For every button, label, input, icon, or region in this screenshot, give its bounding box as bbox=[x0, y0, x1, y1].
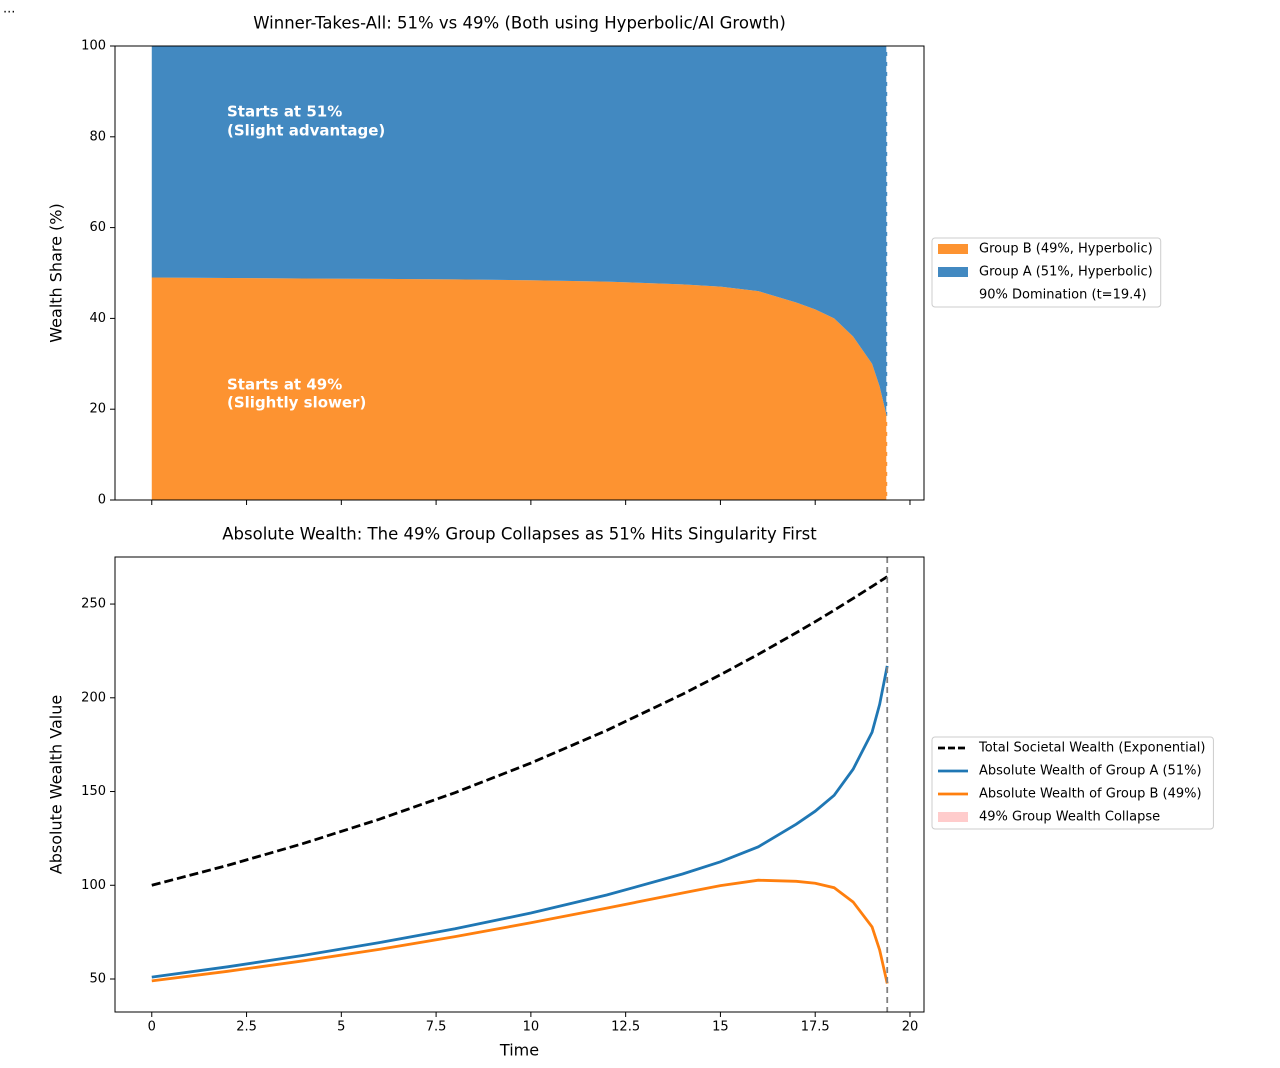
legend-label: Absolute Wealth of Group B (49%) bbox=[979, 787, 1202, 802]
y-tick-label: 100 bbox=[81, 39, 106, 54]
legend: Group B (49%, Hyperbolic) Group A (51%, H… bbox=[931, 237, 1162, 308]
legend-label: 90% Domination (t=19.4) bbox=[979, 288, 1147, 303]
y-tick-label: 50 bbox=[89, 972, 106, 987]
x-tick-label: 20 bbox=[902, 1020, 919, 1035]
line bbox=[151, 665, 889, 979]
y-tick-label: 0 bbox=[98, 493, 106, 508]
area bbox=[151, 277, 888, 500]
corner-ellipsis: ... bbox=[3, 2, 15, 17]
annotation: (Slightly slower) bbox=[227, 394, 366, 412]
y-tick-label: 100 bbox=[81, 878, 106, 893]
y-tick-label: 200 bbox=[81, 690, 106, 705]
legend-swatch bbox=[938, 267, 968, 277]
x-tick-label: 15 bbox=[712, 1020, 729, 1035]
legend-label: Group B (49%, Hyperbolic) bbox=[979, 242, 1153, 257]
x-tick-label: 12.5 bbox=[611, 1020, 640, 1035]
legend-label: Group A (51%, Hyperbolic) bbox=[979, 265, 1153, 280]
y-tick-label: 150 bbox=[81, 784, 106, 799]
y-tick-label: 40 bbox=[89, 311, 106, 326]
x-tick-label: 17.5 bbox=[801, 1020, 830, 1035]
x-tick-label: 5 bbox=[337, 1020, 345, 1035]
axes-frame bbox=[114, 556, 925, 1013]
axes-frame bbox=[114, 45, 925, 501]
x-tick-label: 0 bbox=[148, 1020, 156, 1035]
legend-box bbox=[931, 736, 1214, 830]
legend-label: 49% Group Wealth Collapse bbox=[979, 810, 1160, 825]
x-tick-label: 2.5 bbox=[236, 1020, 257, 1035]
plot-area bbox=[151, 46, 888, 500]
chart-title: Winner-Takes-All: 51% vs 49% (Both using… bbox=[253, 14, 786, 33]
line bbox=[151, 878, 889, 984]
legend-label: Absolute Wealth of Group A (51%) bbox=[979, 764, 1202, 779]
legend-box bbox=[931, 237, 1162, 308]
chart-title: Absolute Wealth: The 49% Group Collapses… bbox=[222, 525, 817, 544]
legend-swatch bbox=[938, 812, 968, 822]
legend-label: Total Societal Wealth (Exponential) bbox=[978, 741, 1205, 756]
legend: Total Societal Wealth (Exponential) Absol… bbox=[931, 736, 1214, 830]
x-tick-label: 7.5 bbox=[426, 1020, 447, 1035]
area bbox=[151, 46, 888, 419]
y-axis-label: Wealth Share (%) bbox=[47, 203, 66, 342]
annotation: (Slight advantage) bbox=[227, 122, 385, 140]
x-axis-label: Time bbox=[499, 1041, 539, 1060]
legend-swatch bbox=[938, 244, 968, 254]
annotation: Starts at 49% bbox=[227, 376, 342, 394]
y-axis-label: Absolute Wealth Value bbox=[47, 695, 66, 874]
y-tick-label: 80 bbox=[89, 129, 106, 144]
x-tick-label: 10 bbox=[523, 1020, 540, 1035]
y-tick-label: 250 bbox=[81, 597, 106, 612]
line bbox=[151, 575, 888, 887]
plot-area bbox=[151, 575, 889, 984]
y-tick-label: 60 bbox=[89, 220, 106, 235]
y-tick-label: 20 bbox=[89, 402, 106, 417]
annotation: Starts at 51% bbox=[227, 103, 342, 121]
